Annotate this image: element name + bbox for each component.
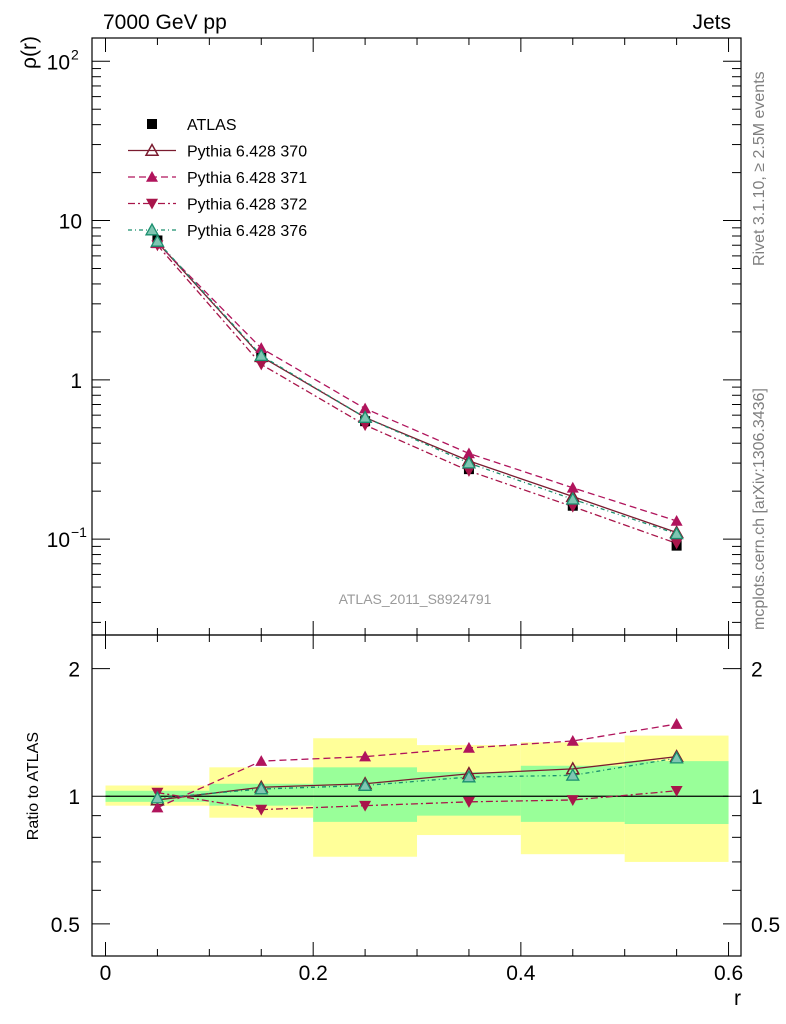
main-point-s4-3: [461, 455, 477, 469]
ratio-line-series-0: [157, 755, 677, 801]
x-axis-label: r: [734, 987, 741, 1010]
main-y-axis-label: ρ(r): [18, 36, 41, 69]
ratio-point-s1-4: [566, 734, 579, 746]
main-point-s3-5: [670, 538, 683, 550]
main-point-s4-5: [669, 526, 684, 540]
ratio-point-s1-3: [462, 741, 475, 753]
ratio-y-tick-label-1: 1: [68, 786, 80, 809]
ratio-y-tick-label-right-2: 2: [751, 659, 763, 682]
ratio-series-markers: [150, 718, 684, 816]
ratio-point-s3-1: [254, 781, 269, 795]
main-point-s3-2: [359, 420, 372, 432]
ratio-point-s2-2: [359, 800, 372, 812]
ratio-point-s1-1: [255, 755, 268, 766]
ratio-point-s2-1: [255, 804, 268, 816]
legend-marker-3: [146, 198, 158, 210]
main-y-tick-label-3: 10: [47, 51, 70, 74]
main-point-s4-0: [150, 234, 165, 247]
ratio-point-s2-3: [462, 797, 475, 808]
ratio-point-s1-2: [359, 750, 372, 762]
ratio-y-tick-label-2: 2: [68, 659, 80, 682]
x-tick-label-3: 0.6: [714, 962, 743, 985]
axis-ticks: [92, 38, 741, 956]
ratio-point-s2-5: [670, 785, 683, 797]
ratio-band-green-2: [313, 767, 418, 822]
ratio-y-tick-label-0: 0.5: [51, 914, 80, 937]
x-tick-label-0: 0: [100, 962, 112, 985]
ratio-point-s1-5: [670, 718, 683, 729]
x-tick-label-2: 0.4: [506, 962, 536, 985]
ratio-point-s3-5: [669, 750, 684, 764]
ratio-band-green-1: [209, 783, 314, 806]
ratio-line-series-1: [157, 723, 677, 809]
header-left-label: 7000 GeV pp: [103, 11, 227, 34]
ratio-point-s2-4: [566, 795, 579, 806]
main-point-s2-4: [566, 481, 579, 493]
legend-label-1: Pythia 6.428 370: [187, 144, 307, 161]
main-y-tick-exp-0: −1: [71, 524, 87, 540]
main-point-s4-1: [254, 348, 269, 362]
legend: ATLAS Pythia 6.428 370 Pythia 6.428 371 Pyt…: [128, 117, 307, 240]
ratio-point-s3-2: [357, 778, 373, 791]
legend-marker-1: [144, 142, 160, 157]
ratio-point-s3-4: [565, 768, 580, 781]
main-line-series-4: [156, 240, 677, 535]
ratio-point-s3-0: [150, 790, 165, 804]
legend-marker-2: [146, 171, 158, 182]
main-point-s2-5: [670, 514, 683, 526]
analysis-watermark: ATLAS_2011_S8924791: [339, 591, 492, 607]
x-tick-label-1: 0.2: [299, 962, 328, 985]
main-point-s2-2: [359, 402, 372, 414]
axes-frames: [91, 37, 742, 957]
main-point-s2-1: [255, 342, 268, 353]
ratio-panel-frame: [91, 634, 742, 957]
main-point-s3-1: [255, 359, 268, 371]
ratio-series-lines: [157, 723, 677, 811]
legend-label-0: ATLAS: [187, 117, 237, 134]
main-series-markers: [150, 234, 684, 551]
main-y-tick-label-2: 10: [59, 211, 82, 234]
side-text-rivet: Rivet 3.1.10, ≥ 2.5M events: [751, 71, 768, 266]
main-line-series-3: [156, 244, 677, 544]
ratio-y-tick-label-right-1: 1: [751, 786, 763, 809]
legend-label-4: Pythia 6.428 376: [187, 223, 307, 240]
main-y-tick-label-0: 10: [47, 529, 70, 552]
legend-marker-0: [147, 119, 157, 129]
main-point-s4-4: [565, 491, 580, 505]
main-point-s2-3: [462, 447, 475, 459]
main-series-lines: [156, 240, 677, 544]
main-point-s3-3: [462, 466, 475, 477]
ratio-point-s1-0: [151, 801, 164, 813]
legend-marker-4: [144, 222, 160, 236]
ratio-y-tick-label-right-0: 0.5: [751, 914, 780, 937]
ratio-line-series-3: [157, 757, 677, 799]
header-right-label: Jets: [692, 11, 731, 34]
ratio-line-series-2: [157, 790, 677, 811]
ratio-y-axis-label: Ratio to ATLAS: [25, 732, 42, 840]
main-line-series-1: [156, 241, 677, 534]
main-y-tick-exp-3: 2: [71, 46, 79, 62]
main-point-s4-2: [357, 410, 373, 423]
side-text-mcplots: mcplots.cern.ch [arXiv:1306.3436]: [751, 388, 768, 630]
legend-label-2: Pythia 6.428 371: [187, 170, 307, 187]
main-line-series-2: [156, 242, 677, 522]
main-y-tick-label-1: 1: [70, 370, 82, 393]
legend-label-3: Pythia 6.428 372: [187, 197, 307, 214]
ratio-point-s3-3: [461, 769, 477, 783]
